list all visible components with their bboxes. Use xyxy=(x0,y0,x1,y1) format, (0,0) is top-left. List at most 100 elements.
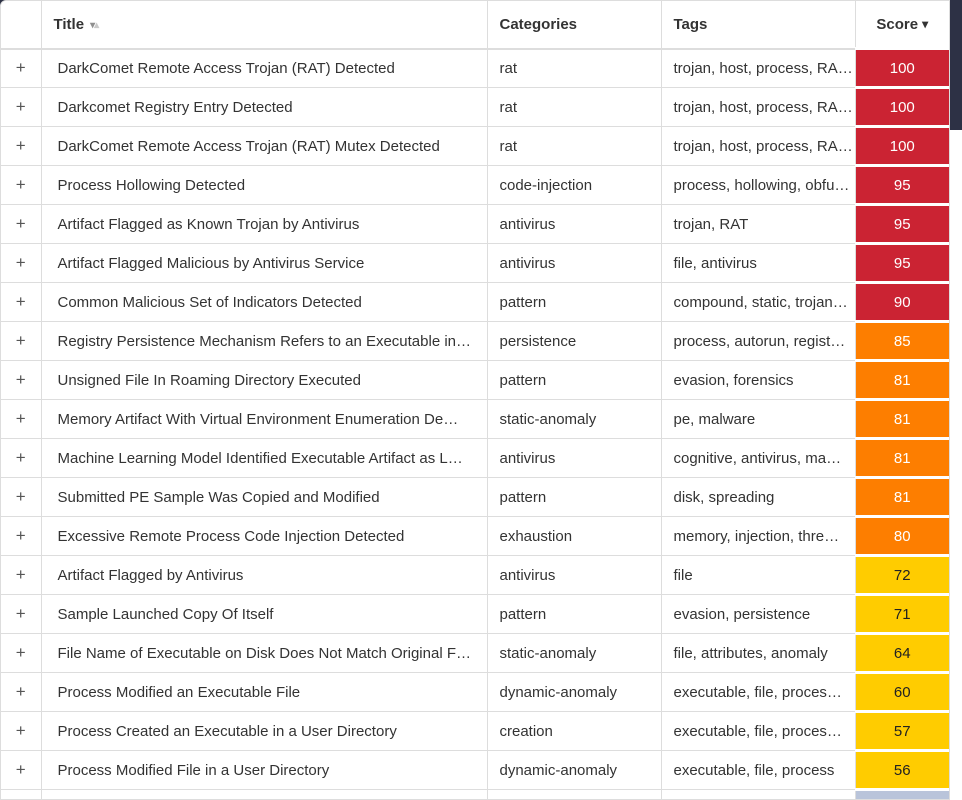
score-badge: 95 xyxy=(854,164,949,205)
scrollbar-thumb[interactable] xyxy=(950,0,962,130)
expand-row-button[interactable]: + xyxy=(1,360,41,400)
expand-row-button[interactable]: + xyxy=(1,633,41,673)
expand-row-button[interactable]: + xyxy=(1,672,41,712)
signature-tags: trojan, host, process, RA… xyxy=(660,48,855,88)
table-row: + Common Malicious Set of Indicators Dete… xyxy=(1,281,949,322)
table-row: + File Name of Executable on Disk Does No… xyxy=(1,632,949,673)
expand-row-button[interactable]: + xyxy=(1,243,41,283)
sort-icons[interactable]: ▾▴ xyxy=(90,19,99,31)
signature-tags: memory, injection, thre… xyxy=(660,516,855,556)
expand-row-button[interactable]: + xyxy=(1,126,41,166)
table-body: + DarkComet Remote Access Trojan (RAT) De… xyxy=(1,47,949,799)
signature-category: antivirus xyxy=(486,204,661,244)
table-row: + Process Modified File in a User Directo… xyxy=(1,749,949,790)
signature-tags: executable, file, proces… xyxy=(660,672,855,712)
score-badge: 80 xyxy=(854,515,949,556)
table-row: + Excessive Remote Process Code Injection… xyxy=(1,515,949,556)
score-badge: 71 xyxy=(854,593,949,634)
expand-row-button[interactable]: + xyxy=(1,438,41,478)
signature-title: Darkcomet Registry Entry Detected xyxy=(40,87,487,127)
signature-category: pattern xyxy=(486,594,661,634)
signature-category: pattern xyxy=(486,282,661,322)
signature-tags: process, autorun, regist… xyxy=(660,789,855,799)
signature-category: dynamic-anomaly xyxy=(486,750,661,790)
expand-row-button[interactable]: + xyxy=(1,87,41,127)
signature-tags: pe, malware xyxy=(660,399,855,439)
score-badge: 100 xyxy=(854,47,949,88)
table-row: + Sample Launched Copy Of Itself pattern ev… xyxy=(1,593,949,634)
table-row: + Process Modified an Executable File dyna… xyxy=(1,671,949,712)
signature-title: Sample Launched Copy Of Itself xyxy=(40,594,487,634)
column-header-categories[interactable]: Categories xyxy=(486,1,661,50)
expand-row-button[interactable]: + xyxy=(1,711,41,751)
signature-title: DarkComet Remote Access Trojan (RAT) Det… xyxy=(40,48,487,88)
table-row: + Artifact Flagged as Known Trojan by Ant… xyxy=(1,203,949,244)
column-header-expand xyxy=(1,1,41,50)
score-badge: 48 xyxy=(854,788,949,799)
signature-tags: executable, file, process xyxy=(660,750,855,790)
signature-category: persistence xyxy=(486,789,661,799)
score-badge: 57 xyxy=(854,710,949,751)
score-badge: 81 xyxy=(854,476,949,517)
signature-category: pattern xyxy=(486,477,661,517)
sort-desc-icon: ▾ xyxy=(90,19,95,31)
signature-title: Registry Persistence Mechanism Refers to… xyxy=(40,321,487,361)
expand-row-button[interactable]: + xyxy=(1,594,41,634)
signature-title: Process Hollowing Detected xyxy=(40,165,487,205)
expand-row-button[interactable]: + xyxy=(1,477,41,517)
signature-tags: disk, spreading xyxy=(660,477,855,517)
signature-title: Submitted PE Sample Was Copied and Modif… xyxy=(40,477,487,517)
signature-tags: evasion, persistence xyxy=(660,594,855,634)
table-row: +Process Modified Autorun Registry Key V… xyxy=(1,788,949,799)
column-header-title[interactable]: Title ▾▴ xyxy=(40,1,487,50)
signature-title: Artifact Flagged by Antivirus xyxy=(40,555,487,595)
table-row: + Artifact Flagged Malicious by Antivirus… xyxy=(1,242,949,283)
signature-tags: executable, file, proces… xyxy=(660,711,855,751)
table-row: + DarkComet Remote Access Trojan (RAT) Mu… xyxy=(1,125,949,166)
table-row: + Submitted PE Sample Was Copied and Modi… xyxy=(1,476,949,517)
signature-title: Process Modified Autorun Registry Key Va… xyxy=(40,789,487,799)
expand-row-button[interactable]: + xyxy=(1,48,41,88)
signature-tags: cognitive, antivirus, ma… xyxy=(660,438,855,478)
signature-title: Process Modified File in a User Director… xyxy=(40,750,487,790)
expand-row-button[interactable]: + xyxy=(1,321,41,361)
signature-tags: trojan, RAT xyxy=(660,204,855,244)
expand-row-button[interactable]: + xyxy=(1,399,41,439)
expand-row-button[interactable]: + xyxy=(1,789,41,799)
expand-row-button[interactable]: + xyxy=(1,750,41,790)
score-badge: 56 xyxy=(854,749,949,790)
table-header: Title ▾▴ Categories Tags Score ▾ xyxy=(1,1,949,50)
column-header-tags[interactable]: Tags xyxy=(660,1,855,50)
column-header-score[interactable]: Score ▾ xyxy=(854,1,949,50)
scrollbar-track[interactable] xyxy=(950,0,962,800)
expand-row-button[interactable]: + xyxy=(1,555,41,595)
score-badge: 95 xyxy=(854,242,949,283)
signature-category: rat xyxy=(486,48,661,88)
signature-title: Artifact Flagged Malicious by Antivirus … xyxy=(40,243,487,283)
signature-tags: file xyxy=(660,555,855,595)
expand-row-button[interactable]: + xyxy=(1,282,41,322)
score-badge: 85 xyxy=(854,320,949,361)
signature-title: Machine Learning Model Identified Execut… xyxy=(40,438,487,478)
score-badge: 95 xyxy=(854,203,949,244)
signature-title: DarkComet Remote Access Trojan (RAT) Mut… xyxy=(40,126,487,166)
score-badge: 81 xyxy=(854,398,949,439)
signature-tags: trojan, host, process, RA… xyxy=(660,126,855,166)
signature-tags: process, hollowing, obfu… xyxy=(660,165,855,205)
score-badge: 64 xyxy=(854,632,949,673)
signature-tags: evasion, forensics xyxy=(660,360,855,400)
signature-title: Unsigned File In Roaming Directory Execu… xyxy=(40,360,487,400)
table-row: + Machine Learning Model Identified Execu… xyxy=(1,437,949,478)
score-badge: 90 xyxy=(854,281,949,322)
score-header-label: Score xyxy=(876,15,919,33)
table-row: + Process Created an Executable in a User… xyxy=(1,710,949,751)
score-badge: 100 xyxy=(854,125,949,166)
table-row: + Darkcomet Registry Entry Detected rat tro… xyxy=(1,86,949,127)
signature-category: creation xyxy=(486,711,661,751)
signature-title: Process Created an Executable in a User … xyxy=(40,711,487,751)
expand-row-button[interactable]: + xyxy=(1,165,41,205)
signature-tags: file, antivirus xyxy=(660,243,855,283)
expand-row-button[interactable]: + xyxy=(1,204,41,244)
expand-row-button[interactable]: + xyxy=(1,516,41,556)
